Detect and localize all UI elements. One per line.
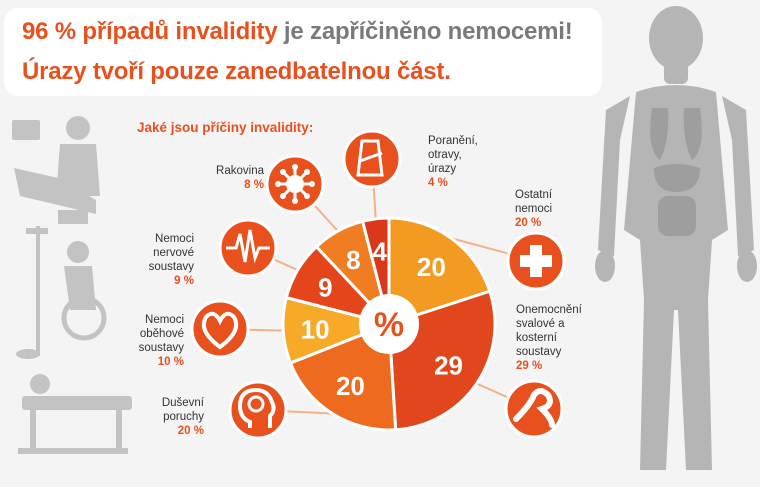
silhouette-wheelchair-icon <box>26 226 107 356</box>
category-percent: 4 % <box>428 177 448 189</box>
pie-center-disc <box>359 294 419 354</box>
pie-slice <box>387 216 492 327</box>
headline-line-2: Úrazy tvoří pouze zanedbatelnou část. <box>22 58 451 85</box>
category-percent: 20 % <box>515 217 542 229</box>
pie-value-label: 29 <box>434 350 463 380</box>
category-label-mental: Duševní poruchy 20 % <box>134 396 204 438</box>
category-icon-circle <box>342 129 402 189</box>
pie-value-label: 20 <box>417 252 446 282</box>
category-label-nervous: Nemoci nervové soustavy 9 % <box>124 232 194 288</box>
category-label-circulatory: Nemoci oběhové soustavy 10 % <box>114 313 184 369</box>
bone-joint-icon <box>513 388 555 428</box>
category-icons <box>190 129 566 440</box>
silhouette-surgery-icon <box>16 349 132 454</box>
chart-subtitle: Jaké jsou příčiny invalidity: <box>137 120 314 135</box>
category-percent: 20 % <box>177 425 204 437</box>
category-percent: 9 % <box>174 275 194 287</box>
headline-box <box>4 8 602 96</box>
silhouette-organs-icon <box>650 108 702 236</box>
virus-icon <box>275 164 315 204</box>
headline-accent: 96 % případů invalidity <box>22 18 278 45</box>
category-icon-circle <box>504 379 564 439</box>
pie-value-label: 20 <box>336 371 365 401</box>
head-brain-icon <box>237 387 276 428</box>
category-label-musculoskeletal: Onemocnění svalové a kosterní soustavy 29… <box>516 303 602 373</box>
category-percent: 10 % <box>157 356 184 368</box>
headline-line-1: 96 % případů invalidity je zapříčiněno n… <box>22 18 573 46</box>
pie-value-label: 10 <box>301 315 330 345</box>
pie-center-label: % <box>374 306 404 344</box>
pie-slice <box>288 321 398 432</box>
medical-cross-icon <box>520 245 552 277</box>
silhouette-doctor-icon <box>12 116 100 224</box>
category-label-injuries: Poranění, otravy, úrazy 4 % <box>428 134 492 190</box>
category-percent: 29 % <box>516 360 543 372</box>
category-label-cancer: Rakovina 8 % <box>216 165 264 191</box>
nerve-pulse-icon <box>226 229 270 264</box>
headline-rest: je zapříčiněno nemocemi! <box>277 18 573 45</box>
pie-value-label: 9 <box>318 272 332 302</box>
injured-arm-icon <box>356 139 384 177</box>
category-percent: 8 % <box>244 179 264 191</box>
heart-icon <box>201 311 239 350</box>
category-label-other: Ostatní nemoci 20 % <box>515 188 585 230</box>
pie-value-label: 4 <box>372 237 387 267</box>
silhouette-human-body-icon <box>595 6 757 470</box>
pie-value-label: 8 <box>346 245 360 275</box>
